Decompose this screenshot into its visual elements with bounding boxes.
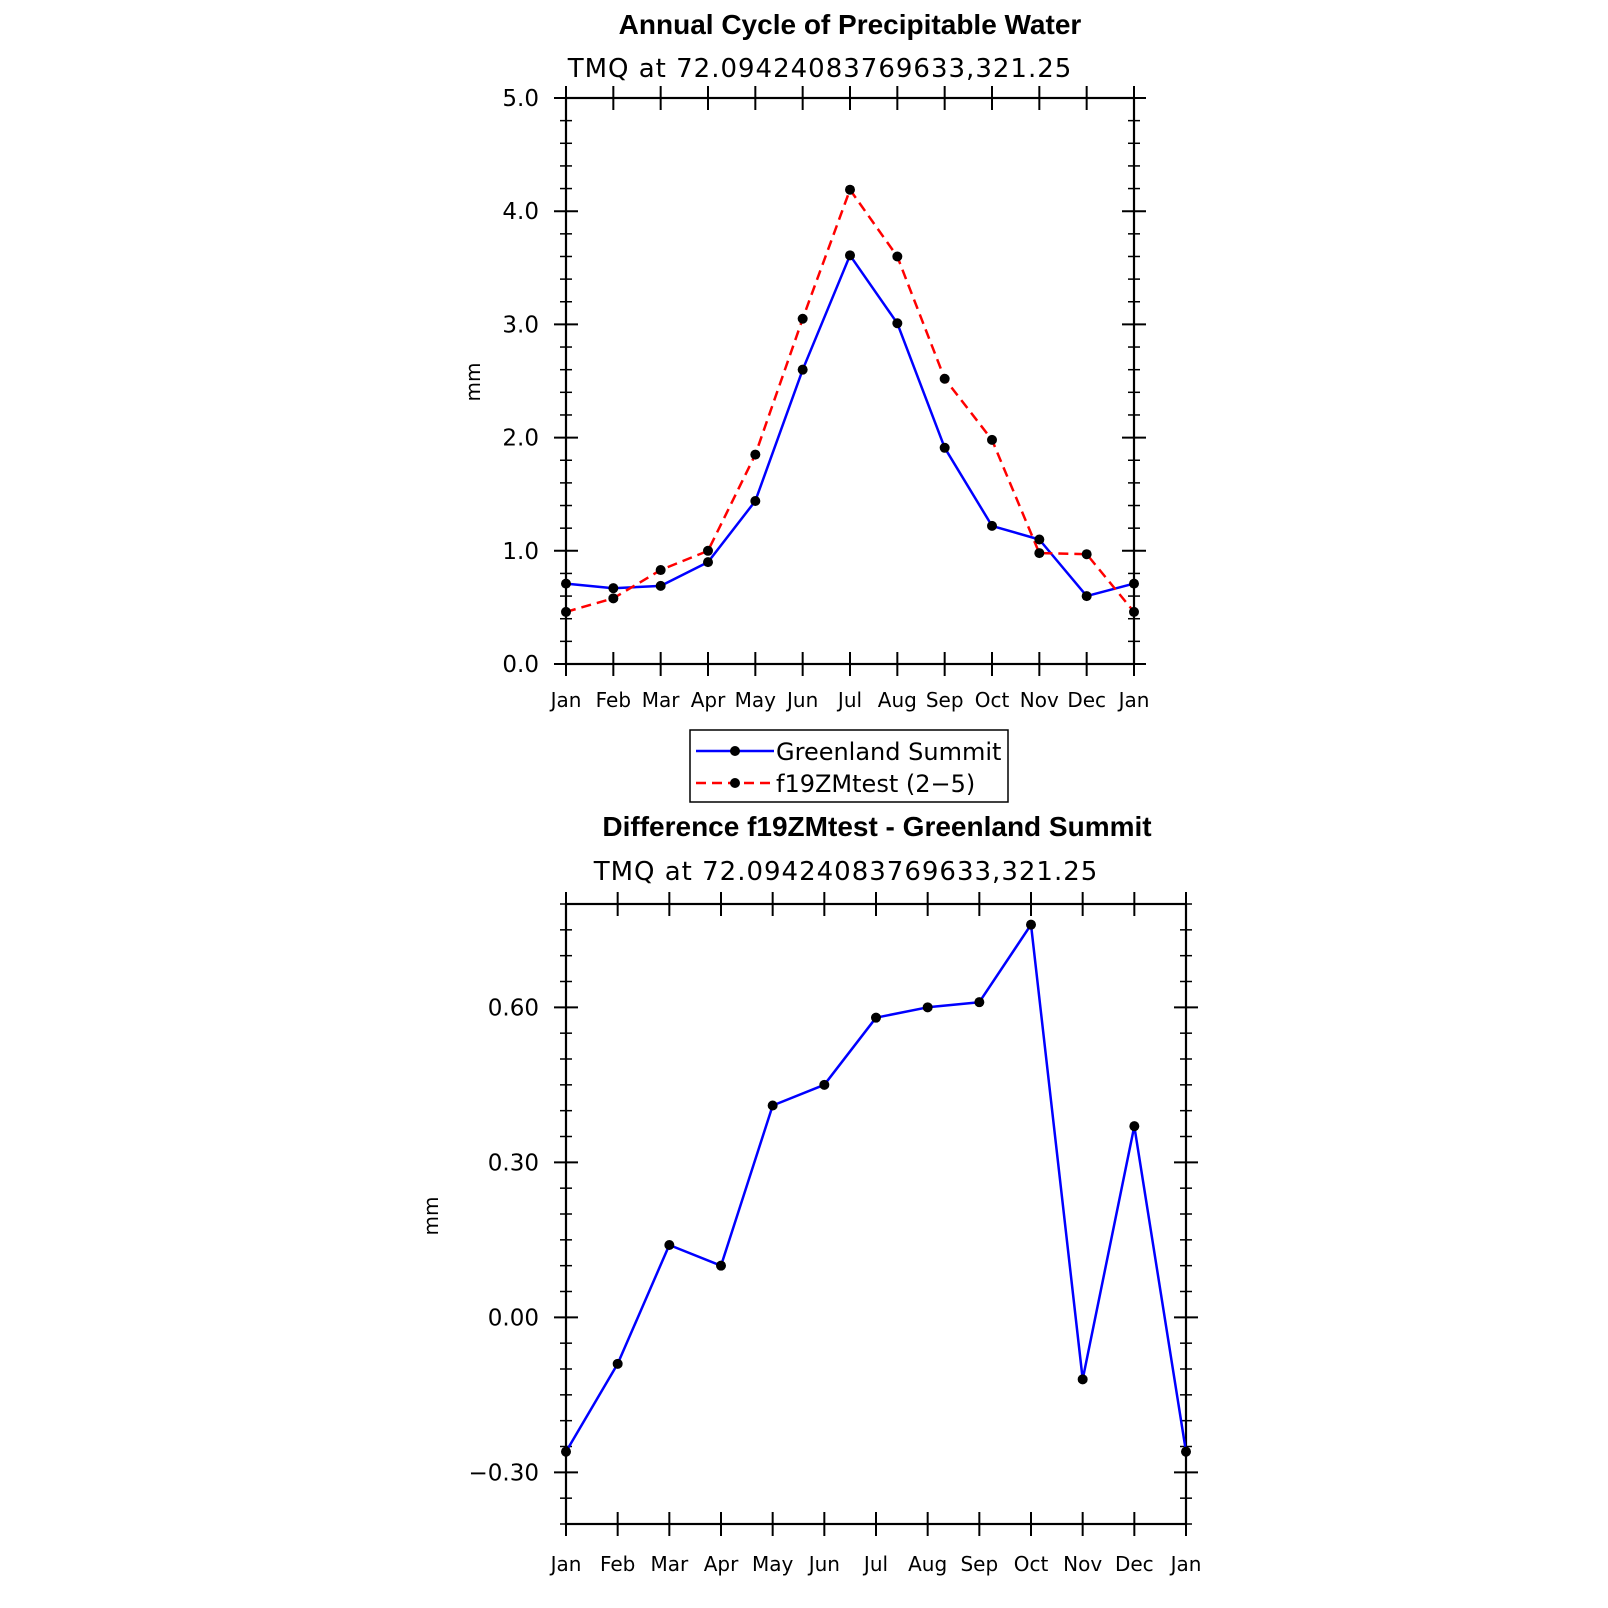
chart2-xtick-label: Apr	[704, 1552, 739, 1576]
chart2-xtick-label: Feb	[600, 1552, 635, 1576]
chart1-point-s1-9	[987, 434, 997, 445]
chart1-point-s1-5	[797, 313, 808, 324]
legend-box	[689, 729, 1009, 803]
chart1-title: Annual Cycle of Precipitable Water	[619, 9, 1082, 40]
chart2-point-s0-10	[1077, 1374, 1088, 1385]
chart1-xtick-label: Nov	[1020, 688, 1059, 712]
chart2-point-s0-6	[871, 1012, 881, 1023]
chart2-xtick-label: Oct	[1014, 1552, 1049, 1576]
chart1-xtick-label: Mar	[642, 688, 681, 712]
chart2-point-s0-1	[612, 1358, 623, 1369]
chart1-point-s1-6	[845, 184, 855, 195]
chart2-xtick-label: Aug	[908, 1552, 947, 1576]
chart1-xtick-label: Jan	[549, 688, 582, 712]
chart1-point-s0-7	[892, 318, 903, 329]
chart2-xtick-label: May	[752, 1552, 794, 1576]
chart1-point-s1-12	[1129, 606, 1139, 617]
chart1-ytick-label: 1.0	[502, 539, 539, 565]
chart1-point-s0-6	[845, 250, 855, 261]
chart1-point-s1-10	[1034, 548, 1045, 559]
chart1-xtick-label: Jun	[785, 688, 818, 712]
chart1-point-s0-9	[987, 520, 997, 531]
chart1-point-s0-2	[655, 580, 666, 591]
chart1-xtick-label: Feb	[596, 688, 631, 712]
chart1-point-s1-0	[561, 606, 571, 617]
chart1-xtick-label: Sep	[926, 688, 964, 712]
chart1-point-s0-10	[1034, 534, 1045, 545]
chart2-point-s0-3	[716, 1260, 726, 1271]
chart2-point-s0-7	[922, 1002, 933, 1013]
chart1-ytick-label: 4.0	[502, 199, 539, 225]
chart1-ytick-label: 2.0	[502, 426, 539, 452]
chart2-series-line-0	[564, 923, 1188, 1453]
chart2-point-s0-8	[974, 997, 985, 1008]
chart2-xtick-label: Jan	[1169, 1552, 1202, 1576]
chart2-ytick-label: 0.30	[488, 1150, 539, 1176]
chart2-plot-frame	[564, 902, 1188, 1526]
chart1-point-s0-3	[703, 557, 713, 568]
chart1-point-s1-1	[608, 593, 619, 604]
chart1-xtick-label: Oct	[975, 688, 1010, 712]
chart2-point-s0-5	[819, 1079, 830, 1090]
chart1-xtick-label: Dec	[1067, 688, 1106, 712]
chart2-ytick-label: −0.30	[469, 1460, 539, 1486]
chart2-point-s0-9	[1026, 919, 1036, 930]
chart1-xtick-label: Jan	[1117, 688, 1150, 712]
chart2-subtitle: TMQ at 72.09424083769633,321.25	[593, 857, 1099, 887]
chart1-xtick-label: Aug	[878, 688, 917, 712]
chart2-point-s0-4	[767, 1100, 778, 1111]
chart2-xtick-label: Dec	[1115, 1552, 1154, 1576]
chart1-subtitle: TMQ at 72.09424083769633,321.25	[567, 54, 1073, 84]
chart2-title: Difference f19ZMtest - Greenland Summit	[602, 811, 1151, 842]
chart1-xtick-label: May	[735, 688, 777, 712]
chart1-series-line-0	[565, 254, 1135, 598]
chart2-xtick-label: Sep	[960, 1552, 998, 1576]
chart1-ytick-label: 5.0	[502, 86, 539, 112]
chart1-point-s1-4	[750, 449, 761, 460]
chart1-ylabel: mm	[461, 363, 485, 402]
chart1-point-s1-8	[939, 373, 950, 384]
chart1-xtick-label: Jul	[836, 688, 862, 712]
chart1-point-s0-12	[1129, 578, 1139, 589]
legend-label-greenland: Greenland Summit	[776, 738, 1001, 766]
chart1-ytick-label: 0.0	[502, 652, 539, 678]
legend: Greenland Summit f19ZMtest (2−5)	[689, 729, 1009, 803]
legend-marker-f19zmtest	[730, 778, 740, 788]
chart2-point-s0-2	[664, 1240, 675, 1250]
legend-label-f19zmtest: f19ZMtest (2−5)	[776, 770, 975, 798]
chart1-point-s1-2	[655, 565, 666, 576]
chart1-point-s0-5	[797, 364, 808, 375]
chart2-ylabel: mm	[419, 1197, 443, 1236]
chart1-point-s0-8	[939, 442, 950, 453]
chart2-ytick-label: 0.00	[488, 1305, 539, 1331]
chart1-plot-frame	[564, 96, 1136, 666]
chart1-point-s0-4	[750, 495, 761, 506]
chart1-point-s1-3	[703, 545, 713, 556]
chart1-point-s0-11	[1081, 591, 1092, 602]
chart2-xtick-label: Jun	[807, 1552, 840, 1576]
chart1-point-s1-7	[892, 251, 903, 262]
annual-cycle-chart: Annual Cycle of Precipitable Water TMQ a…	[461, 9, 1149, 712]
chart1-ytick-label: 3.0	[502, 312, 539, 338]
chart2-point-s0-0	[561, 1446, 571, 1457]
chart1-point-s1-11	[1081, 549, 1092, 560]
chart2-point-s0-12	[1181, 1446, 1191, 1457]
chart2-xtick-label: Nov	[1063, 1552, 1102, 1576]
chart2-xtick-label: Jul	[862, 1552, 888, 1576]
chart1-xtick-label: Apr	[691, 688, 726, 712]
legend-marker-greenland	[730, 746, 740, 756]
difference-chart: Difference f19ZMtest - Greenland Summit …	[419, 811, 1201, 1576]
chart2-ytick-label: 0.60	[488, 995, 539, 1021]
chart2-point-s0-11	[1129, 1121, 1140, 1132]
chart1-point-s0-0	[561, 578, 571, 589]
chart1-point-s0-1	[608, 583, 619, 594]
chart2-xtick-label: Jan	[549, 1552, 582, 1576]
chart2-xtick-label: Mar	[650, 1552, 689, 1576]
